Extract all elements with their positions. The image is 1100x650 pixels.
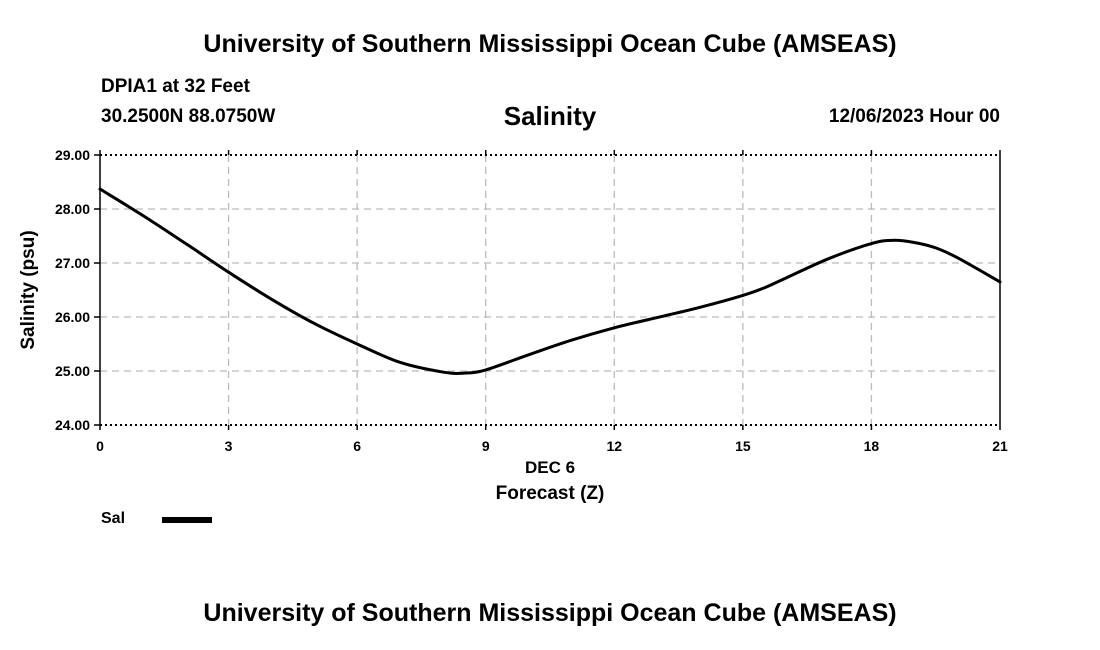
x-axis-date-label: DEC 6 bbox=[524, 458, 576, 477]
axes bbox=[94, 150, 1001, 430]
series-layer bbox=[98, 187, 1002, 375]
station-coordinates: 30.2500N 88.0750W bbox=[101, 106, 276, 127]
y-tick-label: 27.00 bbox=[55, 255, 90, 271]
chart-title-top: University of Southern Mississippi Ocean… bbox=[203, 30, 897, 58]
x-axis-label: Forecast (Z) bbox=[495, 483, 605, 504]
x-tick-label: 0 bbox=[96, 438, 104, 454]
legend-swatch-sal bbox=[162, 517, 212, 523]
x-tick-label: 15 bbox=[735, 438, 751, 454]
x-tick-label: 21 bbox=[992, 438, 1008, 454]
series-line-sal bbox=[98, 187, 1002, 375]
legend-label-sal: Sal bbox=[101, 510, 126, 527]
tick-labels: 24.00 25.00 26.00 27.00 28.00 29.00 0 3 6 9 12 15 18… bbox=[55, 147, 1008, 454]
x-tick-label: 18 bbox=[864, 438, 880, 454]
y-tick-label: 24.00 bbox=[55, 417, 90, 433]
x-tick-label: 12 bbox=[606, 438, 622, 454]
y-axis-label: Salinity (psu) bbox=[18, 230, 39, 349]
y-tick-label: 28.00 bbox=[55, 201, 90, 217]
variable-title: Salinity bbox=[503, 101, 597, 131]
station-label: DPIA1 at 32 Feet bbox=[101, 76, 250, 97]
grid-lines bbox=[100, 154, 1000, 426]
forecast-date: 12/06/2023 Hour 00 bbox=[828, 106, 1000, 127]
x-tick-label: 3 bbox=[225, 438, 233, 454]
x-tick-label: 9 bbox=[482, 438, 490, 454]
y-tick-label: 26.00 bbox=[55, 309, 90, 325]
chart-title-bottom: University of Southern Mississippi Ocean… bbox=[203, 599, 897, 627]
y-tick-label: 29.00 bbox=[55, 147, 90, 163]
y-tick-label: 25.00 bbox=[55, 363, 90, 379]
x-tick-label: 6 bbox=[353, 438, 361, 454]
